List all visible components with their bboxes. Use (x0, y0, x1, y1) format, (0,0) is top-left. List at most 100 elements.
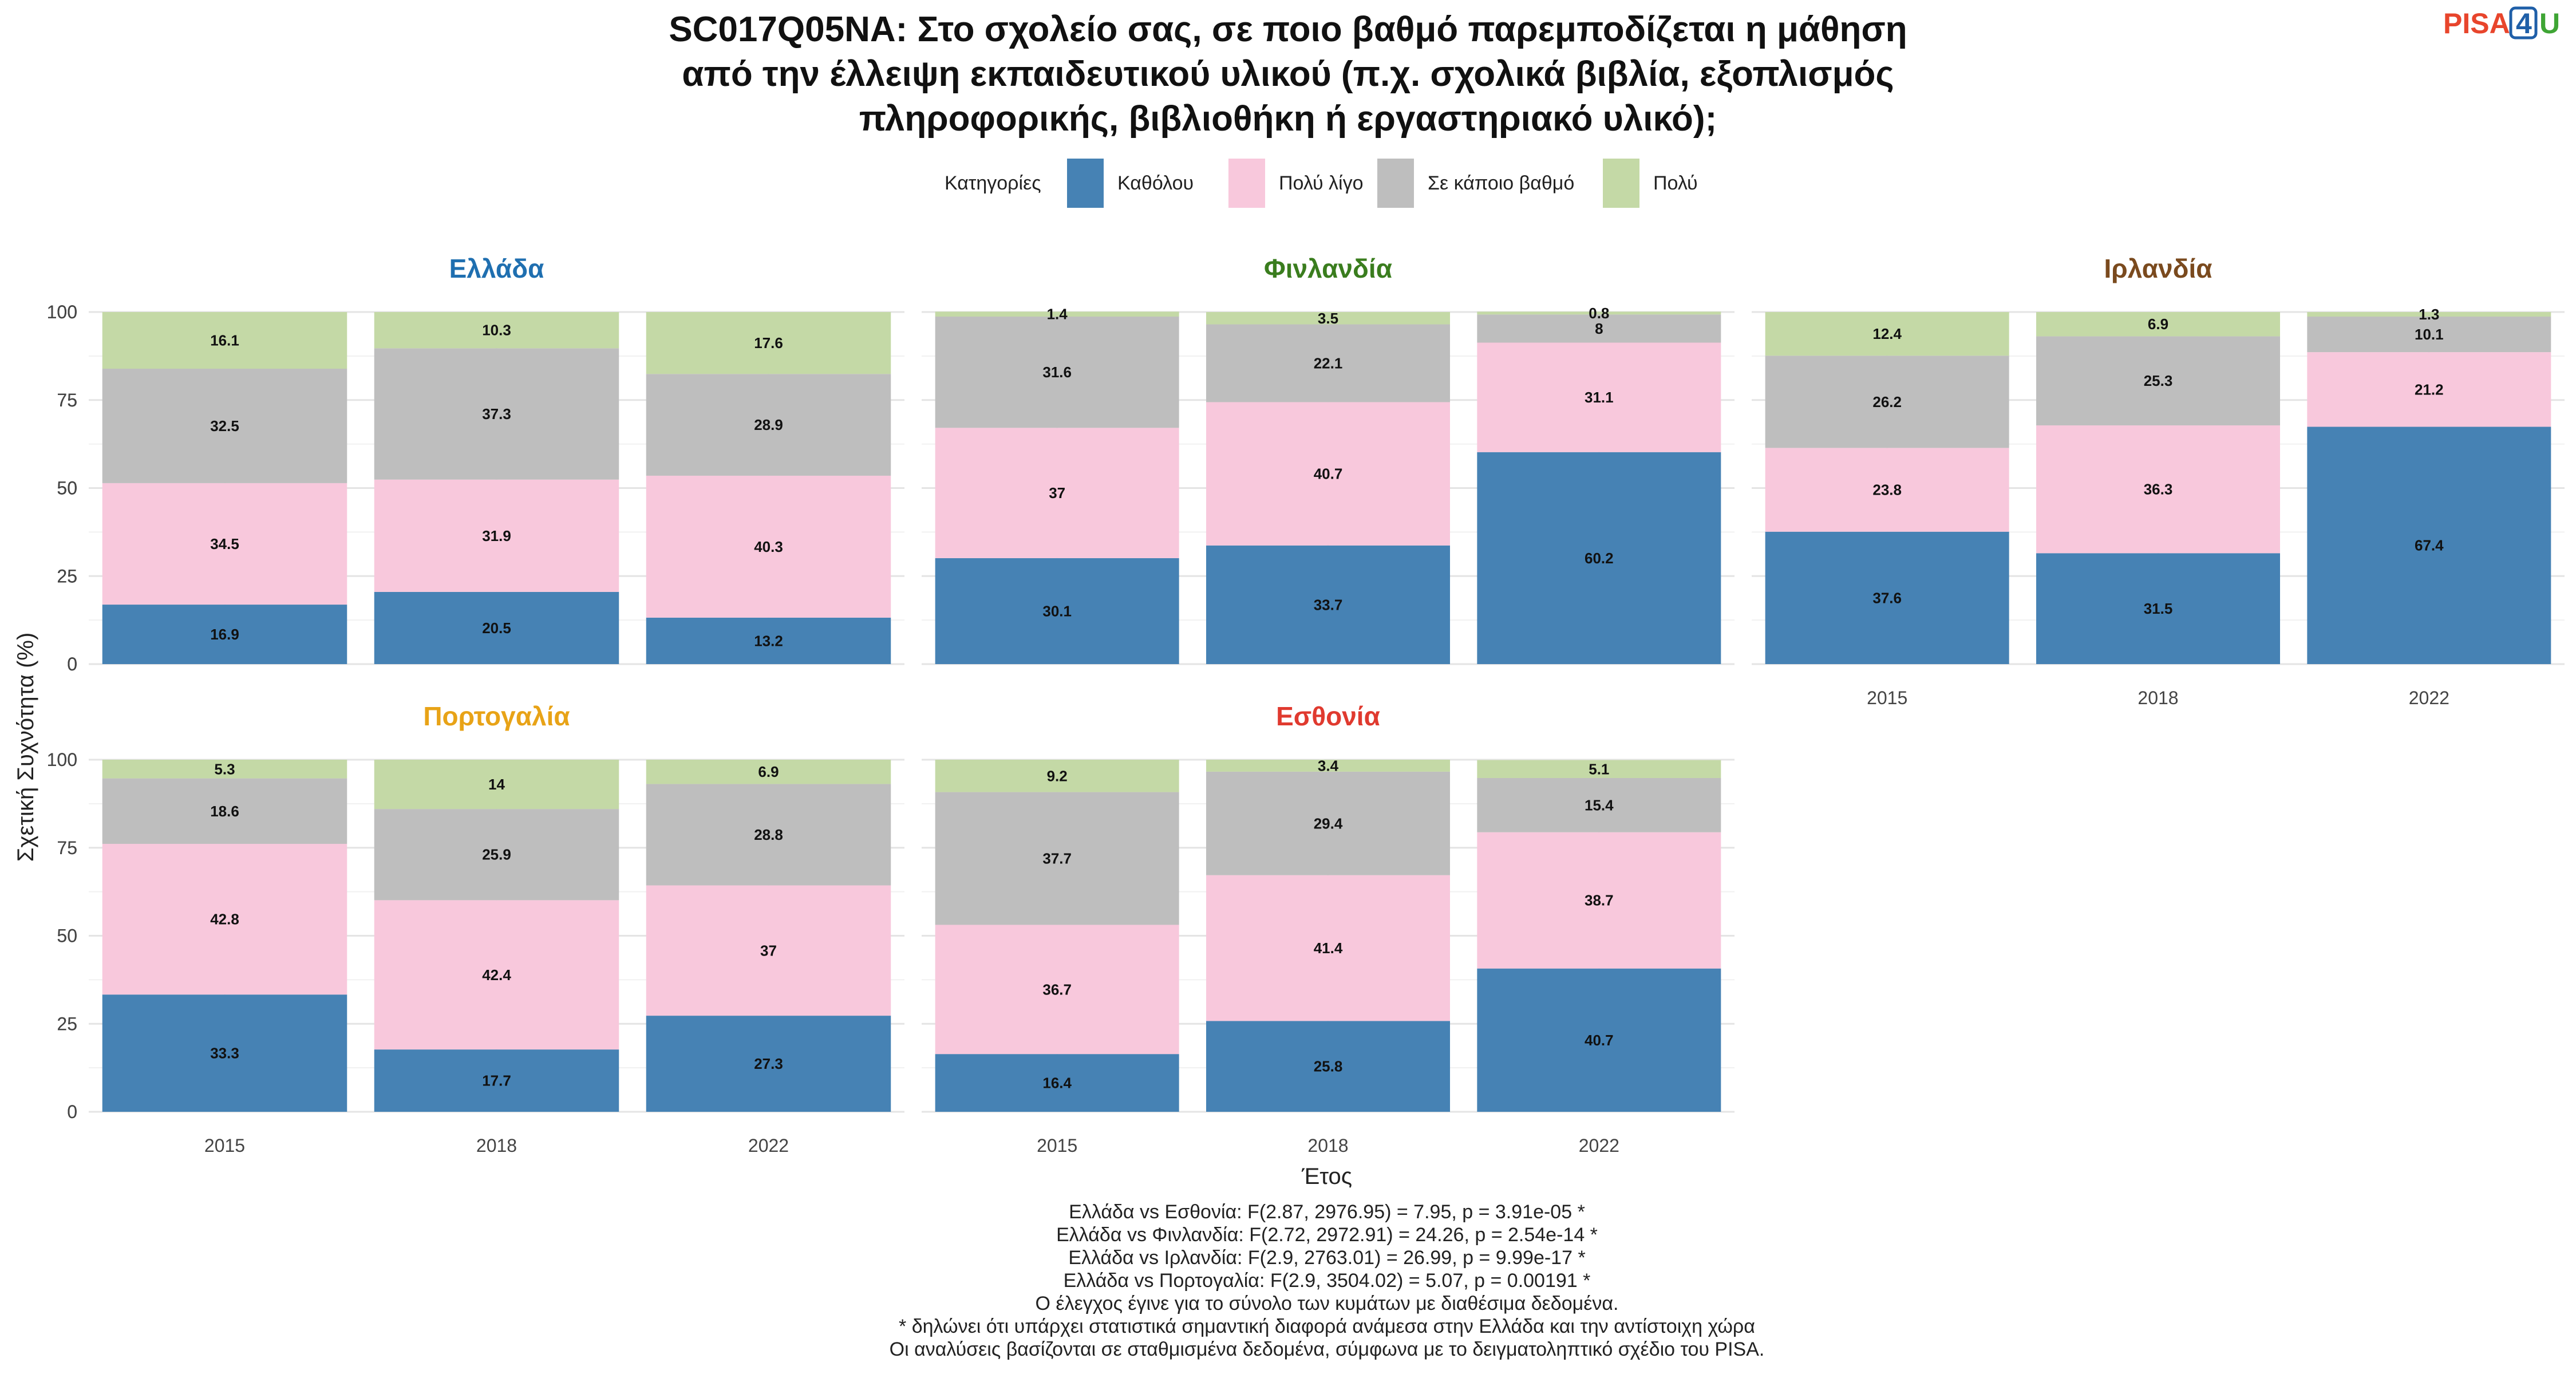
facet-3-bar-label-2018-s3: 25.3 (2144, 372, 2173, 389)
facet-4-y-tick-label: 100 (47, 749, 77, 770)
facet-3-bar-2022-s4 (2307, 312, 2551, 317)
facet-5-bar-2018-s4 (1206, 760, 1450, 772)
facet-1-y-tick-label: 50 (57, 478, 77, 499)
facet-2-bar-2018-s3 (1206, 324, 1450, 402)
facet-1-y-tick-label: 0 (67, 654, 77, 674)
legend-item-2-label: Πολύ λίγο (1279, 172, 1364, 194)
facet-1-bar-2015-s2 (102, 483, 347, 605)
facet-4-bar-label-2018-s4: 14 (488, 776, 505, 793)
pisa4u-logo: PISA 4 U (2443, 6, 2560, 40)
facet-4-bar-2018-s3 (374, 809, 619, 901)
legend-item-1: Καθόλου (1067, 159, 1194, 208)
legend: Κατηγορίες Καθόλου Πολύ λίγο Σε κάποιο βαθμ… (945, 159, 1698, 208)
facet-5-bar-label-2022-s4: 5.1 (1589, 760, 1609, 777)
facet-4-bar-2018-s2 (374, 900, 619, 1050)
facet-5-y-tick-label: 50 (57, 926, 77, 946)
facet-2-y-tick-label: 50 (57, 478, 77, 499)
facet-3-bar-label-2015-s1: 37.6 (1872, 589, 1902, 606)
facet-3-x-tick-label: 2015 (1867, 688, 1907, 708)
facet-1-bar-2022-s1 (646, 617, 891, 664)
caption-line-7: Οι αναλύσεις βασίζονται σε σταθμισμένα δ… (890, 1339, 1765, 1360)
facet-3-bar-2015-s3 (1765, 356, 2009, 448)
facet-2-title: Φινλανδία (1264, 254, 1392, 283)
facet-1-bar-label-2022-s4: 17.6 (754, 334, 783, 352)
facet-4-bar-label-2018-s1: 17.7 (482, 1072, 511, 1089)
facet-4-bar-2015-s2 (102, 843, 347, 995)
facet-5-bar-label-2018-s3: 29.4 (1314, 815, 1343, 832)
facet-2-bar-2022-s4 (1477, 311, 1721, 315)
legend-item-3-swatch (1377, 159, 1414, 208)
facet-5-bar-label-2022-s2: 38.7 (1585, 892, 1614, 909)
facet-2-bar-2015-s4 (935, 311, 1179, 317)
facet-5-title: Εσθονία (1276, 701, 1380, 731)
facet-3-bar-label-2018-s4: 6.9 (2148, 315, 2168, 333)
facet-2-bar-label-2022-s4: 0.8 (1589, 305, 1609, 322)
facet-2-bar-2018-s4 (1206, 312, 1450, 325)
facet-3-bar-label-2018-s1: 31.5 (2144, 600, 2173, 617)
facet-3-bar-2018-s4 (2036, 312, 2280, 337)
facet-5-bar-label-2018-s1: 25.8 (1314, 1058, 1343, 1075)
facet-5-bar-2018-s1 (1206, 1021, 1450, 1112)
facet-2-bar-label-2022-s3: 8 (1595, 320, 1603, 337)
facet-2-y-tick-label: 75 (57, 390, 77, 410)
facet-2-bar-label-2022-s1: 60.2 (1585, 550, 1614, 567)
facet-2-bar-label-2018-s3: 22.1 (1314, 354, 1343, 372)
facet-4-bar-label-2022-s4: 6.9 (758, 763, 779, 780)
logo-text-4: 4 (2516, 7, 2532, 40)
facet-3-x-tick-label: 2018 (2138, 688, 2178, 708)
legend-item-2: Πολύ λίγο (1228, 159, 1364, 208)
facet-5-bar-label-2022-s1: 40.7 (1585, 1032, 1614, 1049)
legend-item-3: Σε κάποιο βαθμό (1377, 159, 1574, 208)
facet-1-bar-label-2022-s1: 13.2 (754, 632, 783, 649)
facet-1-bar-label-2022-s2: 40.3 (754, 538, 783, 555)
facet-1-bar-2018-s4 (374, 312, 619, 349)
facet-4-bar-2022-s3 (646, 784, 891, 886)
facet-2-bar-2018-s1 (1206, 545, 1450, 664)
facet-4-bar-label-2015-s1: 33.3 (210, 1045, 239, 1062)
facet-1-bar-2018-s3 (374, 348, 619, 480)
facet-3-x-tick-label: 2022 (2409, 688, 2449, 708)
facet-4-x-tick-label: 2022 (748, 1135, 789, 1156)
facet-4-y-tick-label: 75 (57, 838, 77, 858)
facet-5-x-tick-label: 2022 (1579, 1135, 1619, 1156)
facet-5-bar-2022-s3 (1477, 777, 1721, 832)
legend-item-2-swatch (1228, 159, 1265, 208)
facet-2: Φινλανδία 0 25 50 75 100 30.1 37 31.6 1.4 33.7 40.7… (47, 254, 1735, 674)
chart-title-line-2: από την έλλειψη εκπαιδευτικού υλικού (π.… (682, 54, 1894, 94)
facet-2-bar-label-2015-s4: 1.4 (1047, 306, 1068, 323)
facet-2-y-tick-label: 100 (47, 302, 77, 322)
facets: Ελλάδα 0 25 50 75 100 16.9 34.5 32.5 16.1 20.5 31.9… (47, 254, 2565, 1156)
facet-5-bar-2015-s1 (935, 1054, 1179, 1112)
facet-3-bar-label-2018-s2: 36.3 (2144, 481, 2173, 498)
facet-3-bar-label-2022-s4: 1.3 (2419, 306, 2439, 323)
facet-5-x-tick-label: 2018 (1307, 1135, 1348, 1156)
facet-3-bar-label-2022-s3: 10.1 (2415, 326, 2444, 343)
facet-1-bar-2015-s1 (102, 605, 347, 664)
facet-2-bar-2018-s2 (1206, 402, 1450, 546)
facet-1-bar-label-2015-s1: 16.9 (210, 626, 239, 643)
facet-4-bar-2022-s2 (646, 885, 891, 1016)
facet-1-y-tick-label: 75 (57, 390, 77, 410)
facet-3-bar-2015-s2 (1765, 448, 2009, 532)
facet-1-title: Ελλάδα (449, 254, 544, 283)
facet-5-y-tick-label: 0 (67, 1101, 77, 1122)
facet-3-bar-2015-s1 (1765, 531, 2009, 664)
facet-2-y-tick-label: 25 (57, 566, 77, 586)
facet-4-y-tick-label: 0 (67, 1101, 77, 1122)
facet-5-y-tick-label: 75 (57, 838, 77, 858)
facet-3-y-tick-label: 0 (67, 654, 77, 674)
facet-3-y-tick-label: 75 (57, 390, 77, 410)
facet-5-bar-2018-s2 (1206, 875, 1450, 1021)
facet-4-x-tick-label: 2018 (476, 1135, 517, 1156)
facet-3-bar-2022-s1 (2307, 427, 2551, 664)
legend-item-3-label: Σε κάποιο βαθμό (1428, 172, 1574, 194)
facet-1-bar-2015-s3 (102, 369, 347, 483)
facet-2-bar-2022-s3 (1477, 314, 1721, 343)
facet-2-bar-label-2018-s4: 3.5 (1318, 310, 1338, 327)
facet-3-bar-label-2015-s2: 23.8 (1872, 481, 1902, 499)
logo-box (2509, 6, 2538, 40)
facet-2-y-tick-label: 0 (67, 654, 77, 674)
facet-5-bar-label-2015-s4: 9.2 (1047, 767, 1068, 784)
facet-1-bar-label-2015-s4: 16.1 (210, 332, 239, 349)
facet-4-y-tick-label: 50 (57, 926, 77, 946)
